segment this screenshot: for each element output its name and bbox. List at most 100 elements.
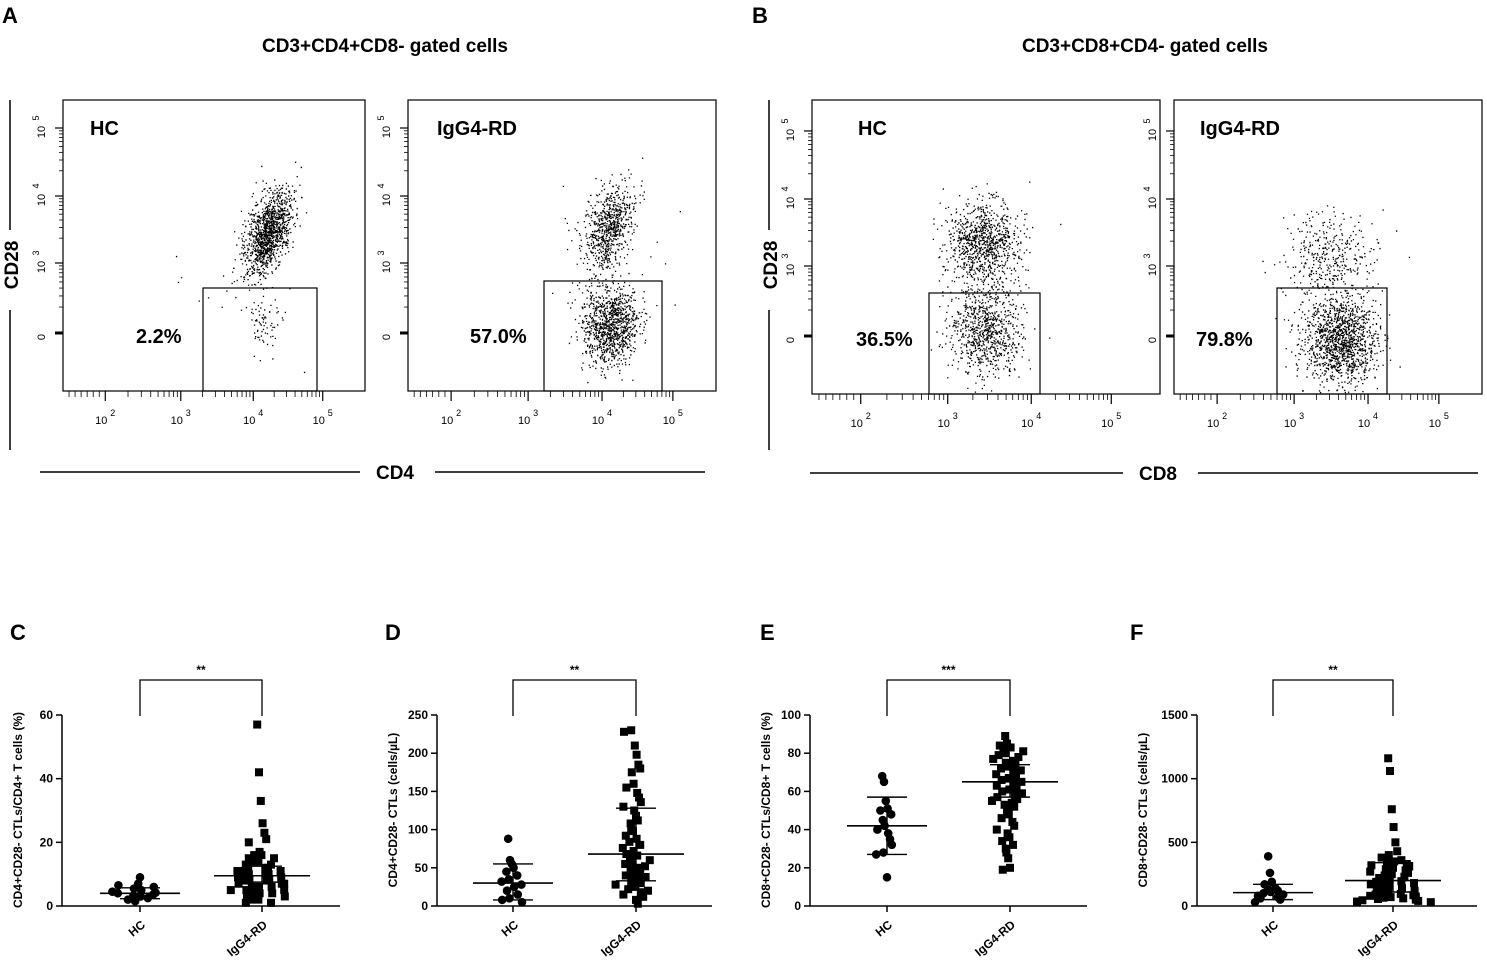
data-point-hc [149, 882, 159, 892]
x-axis-label: CD4 [376, 463, 414, 484]
data-point-igg4-rd [247, 882, 256, 891]
data-point-igg4-rd [997, 764, 1005, 773]
data-point-igg4-rd [639, 892, 648, 901]
y-axis-label: CD8+CD28- CTLs/CD8+ T cells (%) [759, 712, 773, 908]
data-point-igg4-rd [226, 886, 235, 895]
x-tick-label: 10 [1101, 418, 1113, 430]
significance-bracket [512, 679, 637, 716]
data-point-hc [503, 834, 513, 844]
data-point-igg4-rd [1387, 870, 1396, 879]
data-point-igg4-rd [619, 890, 628, 899]
y-tick-label: 80 [788, 746, 802, 760]
data-point-igg4-rd [255, 889, 264, 898]
y-tick-exp: 3 [780, 253, 790, 258]
data-point-igg4-rd [270, 854, 278, 863]
panel-letter-d: D [385, 620, 401, 645]
data-point-igg4-rd [629, 827, 637, 836]
data-point-igg4-rd [645, 856, 654, 865]
data-point-igg4-rd [633, 899, 642, 908]
x-tick-label: 10 [441, 415, 453, 427]
data-point-igg4-rd [1378, 882, 1387, 891]
data-point-igg4-rd [621, 871, 630, 880]
data-point-igg4-rd [998, 787, 1007, 796]
x-tick-exp: 5 [328, 408, 333, 418]
data-point-igg4-rd [1389, 823, 1398, 832]
data-point-igg4-rd [636, 764, 645, 773]
data-point-igg4-rd [629, 779, 638, 788]
y-tick-label: 60 [788, 784, 802, 798]
data-point-igg4-rd [1372, 885, 1381, 894]
data-point-igg4-rd [242, 886, 251, 895]
data-point-igg4-rd [1387, 805, 1396, 814]
data-point-igg4-rd [626, 865, 635, 874]
data-point-igg4-rd [1398, 884, 1406, 893]
data-point-igg4-rd [1006, 863, 1014, 872]
data-point-igg4-rd [635, 793, 643, 802]
data-point-hc [1265, 868, 1275, 878]
data-point-igg4-rd [244, 870, 253, 879]
data-point-igg4-rd [267, 898, 275, 907]
y-tick-label: 0 [1181, 899, 1188, 913]
data-point-igg4-rd [998, 837, 1007, 846]
dot-plot-c: 0 20 40 60 CD4+CD28- CTLs/CD4+ T cells (%) HC… [11, 663, 340, 959]
significance-label: ** [196, 663, 206, 677]
dot-plot-f: 0 500 1000 1500 CD8+CD28- CTLs (cells/µL) HC I… [1136, 663, 1477, 959]
data-point-igg4-rd [233, 866, 242, 875]
data-point-igg4-rd [992, 825, 1001, 834]
data-point-igg4-rd [1367, 861, 1376, 870]
y-tick-label: 0 [421, 899, 428, 913]
data-point-igg4-rd [1396, 889, 1405, 898]
y-tick-label: 40 [40, 772, 54, 786]
category-label: HC [499, 917, 522, 939]
data-point-igg4-rd [1010, 802, 1019, 811]
data-point-igg4-rd [264, 870, 273, 879]
flow-panel-b: CD28CD8HC010310410510210310410536.5%IgG4… [761, 99, 1483, 485]
y-tick-exp: 5 [780, 118, 790, 123]
data-point-igg4-rd [627, 768, 636, 777]
y-tick-exp: 4 [376, 183, 386, 188]
data-point-igg4-rd [1000, 800, 1009, 809]
data-point-igg4-rd [255, 768, 263, 777]
category-label: IgG4-RD [598, 917, 644, 959]
gate-percent: 79.8% [1196, 329, 1253, 351]
data-point-igg4-rd [240, 876, 248, 885]
data-point-igg4-rd [277, 873, 286, 882]
significance-bracket [1272, 679, 1394, 716]
data-point-igg4-rd [627, 877, 636, 886]
y-tick-exp: 4 [31, 183, 41, 188]
x-tick-label: 10 [1207, 418, 1219, 430]
data-point-hc [887, 840, 897, 850]
data-point-igg4-rd [258, 819, 267, 828]
gate-percent: 57.0% [470, 326, 527, 348]
y-tick-exp: 3 [376, 250, 386, 255]
flow-panel-a: CD28CD4HC01031041051021031041052.2%IgG4-… [2, 99, 717, 484]
data-point-igg4-rd [641, 862, 649, 871]
data-point-igg4-rd [1012, 783, 1021, 792]
gate-percent: 36.5% [856, 329, 913, 351]
data-point-igg4-rd [250, 851, 259, 860]
data-point-hc [497, 877, 506, 886]
data-point-igg4-rd [267, 882, 276, 891]
data-point-hc [881, 796, 891, 806]
y-tick-label: 10 [36, 194, 48, 206]
data-point-igg4-rd [636, 840, 645, 849]
data-point-igg4-rd [626, 819, 635, 828]
gate-box [543, 280, 663, 392]
group-label: IgG4-RD [437, 118, 517, 140]
data-point-igg4-rd [254, 857, 263, 866]
x-tick-exp: 2 [110, 408, 115, 418]
panel-letter-c: C [10, 620, 26, 645]
data-point-igg4-rd [244, 863, 253, 872]
data-point-igg4-rd [992, 781, 1001, 790]
data-point-igg4-rd [280, 892, 289, 901]
dot-plot-e: 0 20 40 60 80 100 CD8+CD28- CTLs/CD8+ T cells … [759, 663, 1087, 959]
y-tick-exp: 3 [31, 250, 41, 255]
dot-plot-d: 0 50 100 150 200 250 CD4+CD28- CTLs (cells/µL)… [386, 663, 712, 959]
data-point-igg4-rd [1393, 847, 1402, 856]
data-point-igg4-rd [620, 727, 628, 736]
x-tick-exp: 4 [258, 408, 263, 418]
y-tick-label: 100 [781, 708, 801, 722]
data-point-igg4-rd [625, 837, 634, 846]
data-point-igg4-rd [633, 816, 642, 825]
data-point-igg4-rd [1377, 853, 1386, 862]
